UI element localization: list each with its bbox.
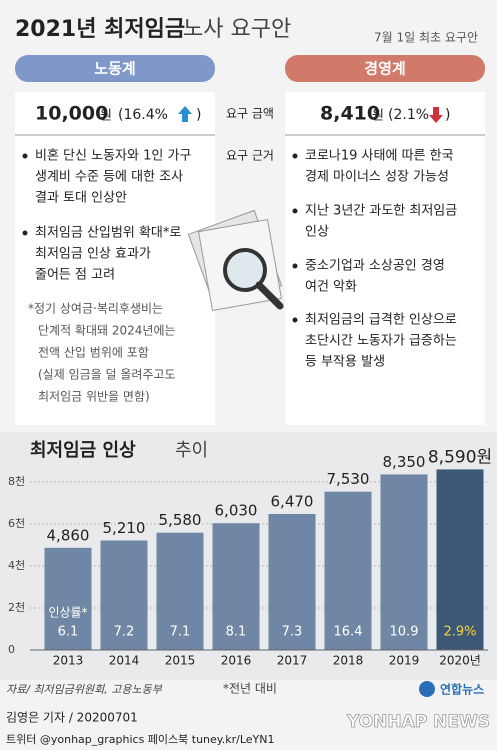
reason-line: 결과 토대 인상안 — [35, 191, 127, 206]
footnote-line: 전액 산입 범위에 포함 — [38, 346, 149, 360]
business-unit: 원 — [372, 109, 384, 124]
business-label: 경영계 — [364, 60, 405, 78]
value-label: 7,530 — [327, 470, 370, 488]
source: 자료/ 최저임금위원회, 고용노동부 — [6, 683, 163, 696]
x-tick-label: 2019 — [389, 654, 420, 668]
title: 2021년 최저임금 — [15, 17, 185, 42]
rate-label: 6.1 — [58, 625, 79, 640]
title-light: 노사 요구안 — [183, 17, 291, 42]
value-label: 8,590원 — [428, 447, 492, 467]
bullet — [292, 317, 298, 323]
labor-label: 노동계 — [94, 60, 135, 78]
brand-en: YONHAP NEWS — [346, 712, 490, 732]
footnote-line: 단계적 확대돼 2024년에는 — [38, 324, 176, 338]
paren: ) — [196, 107, 201, 123]
magnifier-handle — [255, 281, 284, 310]
reason-line: 지난 3년간 과도한 최저임금 — [305, 204, 457, 219]
reporter: 김영은 기자 / 20200701 — [6, 711, 138, 725]
reason-line: 비혼 단신 노동자와 1인 가구 — [35, 149, 191, 164]
footnote-line: 최저임금 위반을 면함) — [38, 390, 150, 404]
brand: 연합뉴스 — [440, 682, 484, 697]
labor-unit: 원 — [100, 109, 112, 124]
chart-note: *전년 대비 — [223, 682, 277, 696]
x-tick-label: 2015 — [165, 654, 196, 668]
amount-label: 요구 금액 — [226, 107, 274, 121]
paren: ) — [445, 107, 450, 123]
illustration — [187, 209, 284, 312]
reason-label: 요구 근거 — [226, 149, 274, 163]
value-label: 6,470 — [271, 492, 314, 510]
bar — [268, 513, 316, 650]
business-panel — [285, 92, 485, 425]
rate-label: 16.4 — [334, 625, 363, 640]
chart-title: 최저임금 인상 — [30, 440, 136, 461]
business-rate: (2.1% — [388, 107, 429, 123]
value-label: 6,030 — [215, 502, 258, 520]
bullet — [292, 153, 298, 159]
bullet — [292, 263, 298, 269]
reason-line: 코로나19 사태에 따른 한국 — [305, 149, 454, 164]
rate-label: 7.1 — [170, 625, 191, 640]
x-tick-label: 2016 — [221, 654, 252, 668]
reason-line: 초단시간 노동자가 급증하는 — [305, 334, 457, 349]
bar — [436, 469, 484, 650]
bar — [100, 540, 148, 650]
reason-line: 등 부작용 발생 — [305, 355, 385, 370]
magnifier — [223, 248, 267, 292]
bar — [44, 547, 92, 650]
down-arrow — [429, 107, 443, 123]
rate-label: 7.2 — [114, 625, 135, 640]
rate-label: 10.9 — [390, 625, 419, 640]
business-amount: 8,410 — [320, 103, 380, 125]
footnote-line: *정기 상여금·복리후생비는 — [28, 302, 163, 316]
reason-line: 여건 악화 — [305, 280, 357, 295]
labor-pill — [15, 55, 215, 82]
rate-label: 8.1 — [226, 625, 247, 640]
up-arrow — [178, 106, 192, 122]
labor-amount: 10,000 — [35, 103, 108, 125]
bullet — [22, 230, 28, 236]
reason-line: 경제 마이너스 성장 가능성 — [305, 170, 449, 185]
brand-logo — [419, 681, 435, 697]
bar — [380, 474, 428, 650]
reason-line: 인상 — [305, 225, 329, 240]
labor-rate: (16.4% — [118, 107, 168, 123]
value-label: 8,350 — [383, 453, 426, 471]
reason-line: 최저임금 산입범위 확대*로 — [35, 226, 181, 241]
footnote-line: (실제 임금을 덜 올려주고도 — [38, 368, 176, 382]
chart-title-light: 추이 — [175, 440, 208, 461]
reason-line: 최저임금의 급격한 인상으로 — [305, 313, 457, 328]
y-tick-label: 4천 — [8, 558, 25, 572]
bar — [212, 523, 260, 650]
rate-title: 인상률* — [48, 606, 87, 620]
y-tick-label: 8천 — [8, 474, 25, 488]
y-tick-label: 2천 — [8, 600, 25, 614]
labor-panel — [15, 92, 215, 425]
bullet — [292, 208, 298, 214]
reason-line: 생계비 수준 등에 대한 조사 — [35, 170, 183, 185]
value-label: 5,210 — [103, 519, 146, 537]
bar — [324, 491, 372, 650]
reason-line: 줄어든 점 고려 — [35, 268, 115, 283]
x-tick-label: 2020년 — [439, 654, 481, 668]
rate-label: 7.3 — [282, 625, 303, 640]
y-tick-label: 6천 — [8, 516, 25, 530]
sns: 트위터 @yonhap_graphics 페이스북 tuney.kr/LeYN1 — [6, 733, 274, 746]
value-label: 5,580 — [159, 511, 202, 529]
bullet — [22, 153, 28, 159]
value-label: 4,860 — [47, 526, 90, 544]
business-pill — [285, 55, 485, 82]
y-tick-label: 0 — [8, 643, 15, 656]
x-tick-label: 2013 — [53, 654, 84, 668]
x-tick-label: 2014 — [109, 654, 140, 668]
reason-line: 최저임금 인상 효과가 — [35, 247, 151, 262]
rate-label: 2.9% — [443, 625, 476, 640]
bar — [156, 532, 204, 650]
x-tick-label: 2017 — [277, 654, 308, 668]
x-tick-label: 2018 — [333, 654, 364, 668]
reason-line: 중소기업과 소상공인 경영 — [305, 259, 445, 274]
date-note: 7월 1일 최초 요구안 — [374, 31, 478, 45]
